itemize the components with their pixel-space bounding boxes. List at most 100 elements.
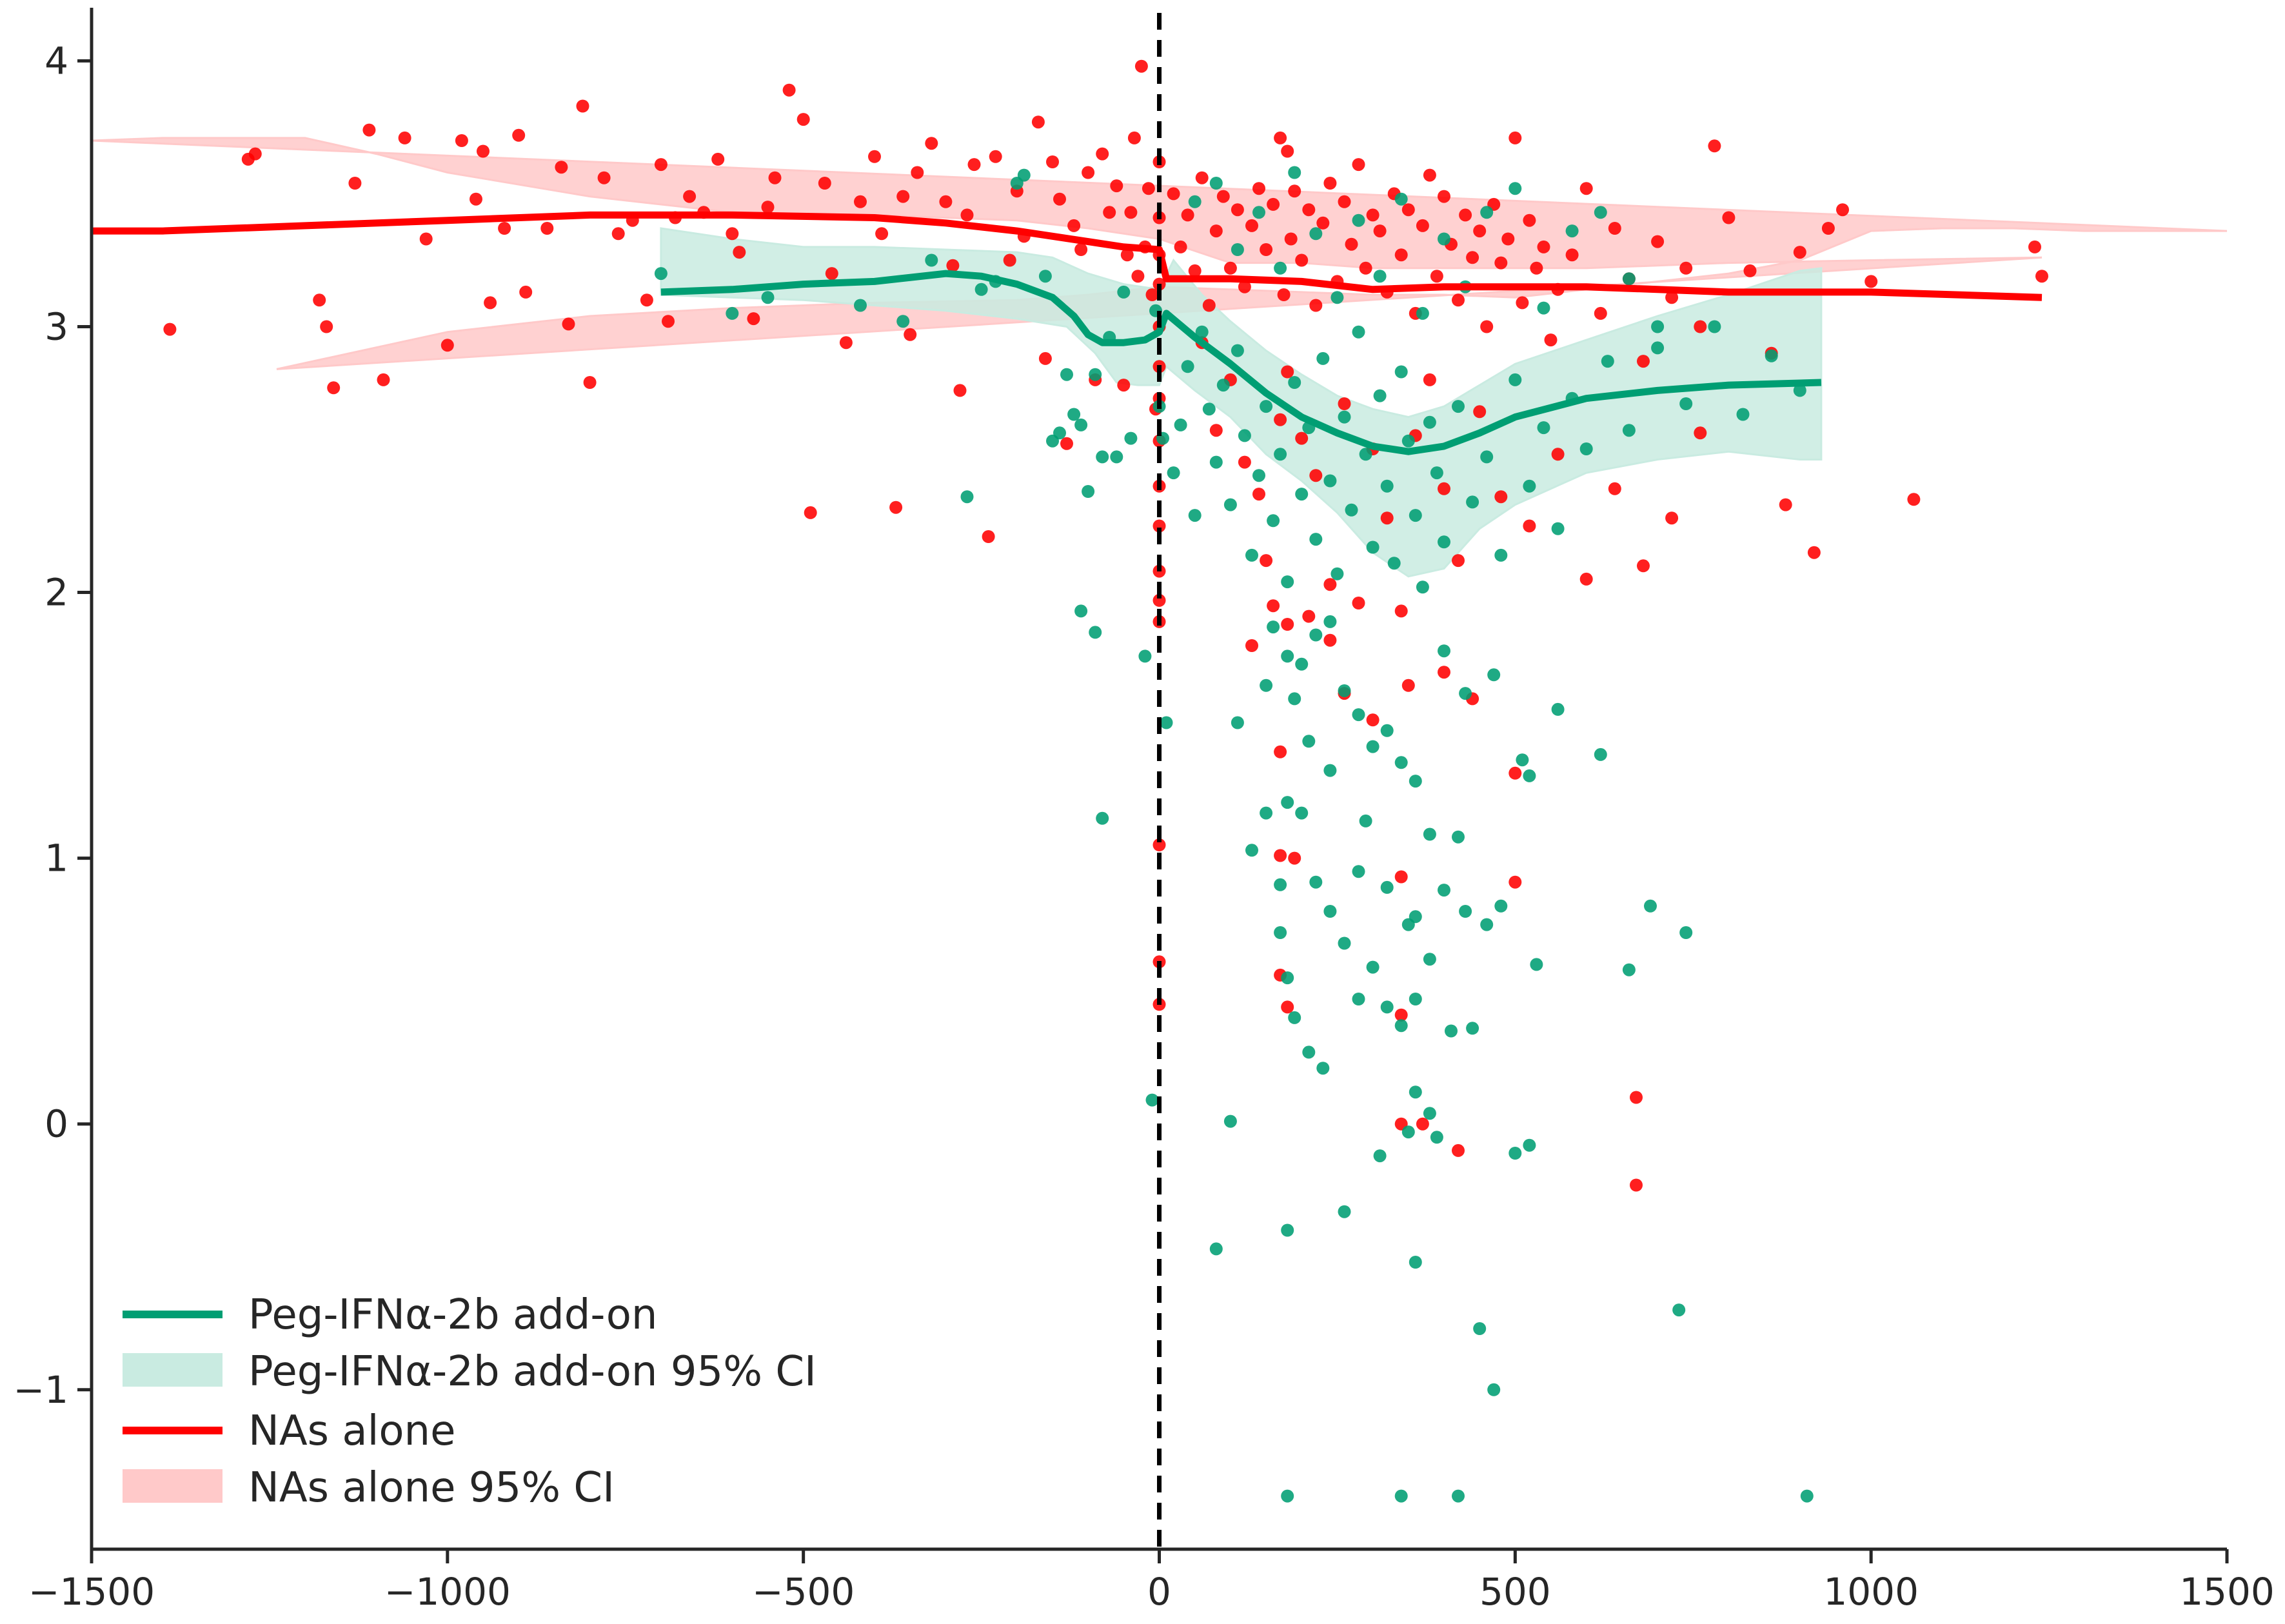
data-point-peg — [1459, 687, 1472, 700]
data-point-peg — [1138, 649, 1152, 663]
legend-swatch-nas-band — [123, 1469, 223, 1503]
data-point-nas — [1565, 248, 1579, 262]
data-point-peg — [1523, 1138, 1536, 1152]
data-point-nas — [1530, 261, 1543, 275]
data-point-nas — [583, 376, 597, 389]
data-point-nas — [939, 195, 953, 208]
data-point-nas — [1288, 851, 1301, 865]
data-point-nas — [597, 171, 611, 184]
data-point-peg — [1274, 261, 1287, 275]
data-point-peg — [1231, 243, 1244, 256]
data-point-peg — [1323, 474, 1337, 488]
data-point-peg — [1288, 692, 1301, 706]
data-point-nas — [747, 312, 760, 326]
data-point-peg — [1394, 1489, 1408, 1503]
x-ticks: −1500 −1000 −500 0 500 1000 1500 — [28, 1549, 2275, 1614]
data-point-nas — [398, 131, 411, 144]
data-point-peg — [1074, 418, 1088, 431]
data-point-nas — [1142, 182, 1155, 195]
data-point-peg — [960, 490, 974, 504]
data-point-nas — [1779, 498, 1792, 511]
data-point-peg — [1295, 657, 1309, 671]
data-point-peg — [1423, 1107, 1436, 1120]
data-point-nas — [1494, 256, 1508, 270]
legend-label-peg: Peg-IFNα-2b add-on — [248, 1291, 657, 1339]
data-point-nas — [1438, 190, 1450, 203]
data-point-peg — [1452, 400, 1465, 413]
data-point-peg — [1352, 865, 1365, 878]
data-point-peg — [1459, 905, 1472, 918]
data-point-nas — [1202, 299, 1216, 312]
data-point-peg — [1260, 678, 1273, 692]
data-point-nas — [1274, 131, 1287, 144]
data-point-peg — [726, 306, 739, 320]
data-point-nas — [1103, 206, 1116, 219]
y-tick-label: 4 — [45, 39, 68, 83]
data-point-nas — [868, 150, 881, 163]
data-point-nas — [825, 267, 838, 281]
x-tick-label: 1500 — [2179, 1570, 2275, 1614]
data-point-nas — [960, 208, 974, 222]
data-point-peg — [1309, 875, 1323, 889]
data-point-nas — [1117, 379, 1131, 392]
data-point-peg — [1487, 1383, 1501, 1396]
data-point-peg — [1466, 1022, 1479, 1035]
data-point-peg — [1409, 509, 1422, 522]
data-point-nas — [1416, 219, 1429, 232]
data-point-nas — [1665, 291, 1679, 304]
data-point-nas — [1694, 426, 1707, 440]
data-point-peg — [1330, 567, 1344, 580]
data-point-peg — [1445, 1024, 1458, 1038]
data-point-nas — [1302, 203, 1316, 217]
data-point-nas — [1394, 1008, 1408, 1022]
data-point-peg — [1288, 376, 1301, 389]
data-point-peg — [1651, 341, 1665, 355]
data-point-peg — [1416, 580, 1429, 594]
data-point-nas — [1452, 554, 1465, 568]
data-point-nas — [1110, 179, 1123, 193]
data-point-nas — [804, 506, 817, 519]
data-point-peg — [1452, 830, 1465, 844]
data-point-nas — [1416, 1117, 1429, 1131]
data-point-nas — [1579, 572, 1593, 586]
data-point-nas — [512, 128, 526, 142]
data-point-nas — [1366, 208, 1380, 222]
data-point-nas — [248, 147, 262, 161]
data-point-nas — [555, 161, 568, 174]
data-point-nas — [1053, 192, 1066, 206]
y-ticks: −1 0 1 2 3 4 — [14, 39, 92, 1412]
data-point-nas — [1579, 182, 1593, 195]
data-point-nas — [1394, 248, 1408, 262]
data-point-peg — [1216, 379, 1230, 392]
data-point-peg — [1209, 177, 1223, 190]
data-point-peg — [1530, 958, 1543, 971]
data-point-nas — [1473, 405, 1487, 419]
data-point-peg — [925, 253, 938, 267]
data-point-peg — [1295, 806, 1309, 820]
data-point-peg — [1366, 960, 1380, 974]
data-point-nas — [1323, 578, 1337, 591]
data-point-peg — [1352, 325, 1365, 339]
data-point-nas — [1195, 171, 1209, 184]
data-point-peg — [1537, 421, 1550, 435]
data-point-nas — [1544, 333, 1558, 347]
data-point-nas — [1708, 139, 1721, 153]
data-point-nas — [455, 134, 468, 147]
data-point-nas — [519, 285, 533, 299]
data-point-nas — [1260, 554, 1273, 568]
data-point-peg — [1330, 291, 1344, 304]
data-point-nas — [1124, 206, 1138, 219]
data-point-nas — [1793, 246, 1806, 259]
data-point-nas — [1067, 219, 1081, 232]
data-point-nas — [982, 530, 995, 543]
data-point-nas — [1060, 437, 1073, 450]
data-point-peg — [1260, 400, 1273, 413]
data-point-nas — [362, 123, 376, 137]
data-point-peg — [1223, 1114, 1237, 1128]
data-point-nas — [477, 144, 490, 158]
data-point-nas — [1423, 168, 1436, 182]
data-point-peg — [1309, 227, 1323, 241]
data-point-nas — [1281, 144, 1294, 158]
data-point-nas — [1394, 604, 1408, 618]
